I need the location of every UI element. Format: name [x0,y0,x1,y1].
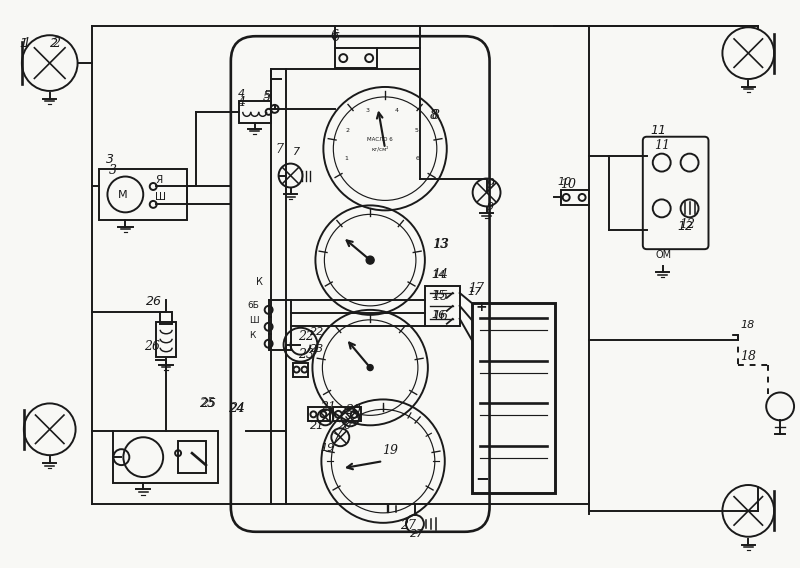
Text: 6Б: 6Б [248,301,260,310]
Text: 11: 11 [654,139,670,152]
Text: 13: 13 [433,238,449,251]
Text: 12: 12 [678,218,694,231]
Text: 17: 17 [468,287,482,297]
Circle shape [367,365,373,370]
Text: 19: 19 [320,443,334,453]
Bar [114,431,218,483]
Bar [334,407,361,421]
Text: 20: 20 [346,404,362,417]
Bar [335,48,377,68]
Text: 2: 2 [50,37,58,50]
Text: 27: 27 [400,519,416,532]
Text: ОМ: ОМ [656,250,672,260]
Bar [269,300,290,350]
Text: К: К [249,331,255,340]
Text: М: М [118,190,127,201]
Text: 19: 19 [382,444,398,457]
Text: 26: 26 [144,340,160,353]
Text: 24: 24 [229,402,245,415]
Text: 6: 6 [331,31,339,44]
Text: кг/см²: кг/см² [371,146,389,152]
Bar [425,286,460,326]
Text: 4: 4 [237,96,245,109]
Text: 3: 3 [366,108,370,113]
Bar [160,312,172,324]
Bar [156,322,176,357]
Text: 22: 22 [298,330,314,343]
Text: 20: 20 [338,421,353,431]
Text: 8: 8 [432,109,440,122]
Text: 16: 16 [432,310,446,320]
Text: Ш: Ш [155,193,166,202]
Text: 1: 1 [345,156,349,161]
Text: 12: 12 [678,220,694,233]
Text: 9: 9 [486,178,494,191]
Text: 4: 4 [394,108,398,113]
Text: 14: 14 [432,270,446,280]
Text: 7: 7 [293,147,300,157]
Text: 8: 8 [430,109,438,122]
Text: 23: 23 [310,344,325,354]
Text: 10: 10 [558,177,571,187]
Text: 15: 15 [432,290,448,303]
Text: 2: 2 [346,128,350,133]
Text: 5: 5 [414,128,418,133]
Text: 18: 18 [740,350,756,362]
Text: 7: 7 [276,143,284,156]
Text: 6: 6 [416,156,419,161]
Bar [99,169,187,220]
Text: 3: 3 [106,153,114,166]
Text: 21: 21 [320,402,336,415]
Text: +: + [476,300,487,314]
Text: 6: 6 [330,29,338,42]
Text: К: К [256,277,262,287]
Text: 27: 27 [410,529,424,539]
Text: 4: 4 [238,89,245,99]
Circle shape [366,256,374,264]
Text: 14: 14 [432,268,448,281]
Text: 10: 10 [560,178,576,191]
Text: 5: 5 [264,90,270,100]
Text: 18: 18 [740,320,754,330]
Text: 16: 16 [432,310,448,323]
Text: Я: Я [155,176,162,186]
Text: 1: 1 [22,37,30,50]
Text: 17: 17 [468,282,484,295]
Bar [178,441,206,473]
Text: 3: 3 [109,164,117,177]
Bar [293,362,309,377]
Text: 9: 9 [486,202,494,212]
Bar [472,303,555,493]
Text: 24: 24 [229,402,245,415]
Text: 1: 1 [20,37,28,50]
Text: Ш: Ш [249,316,258,325]
Text: 2: 2 [52,37,60,50]
Text: 15: 15 [432,290,446,300]
Text: 22: 22 [310,327,325,337]
Text: 25: 25 [199,398,215,411]
Text: 5: 5 [262,91,270,104]
Bar [238,101,270,123]
Text: 25: 25 [201,398,217,411]
Text: −: − [476,469,490,487]
Text: 23: 23 [298,348,314,361]
Text: 26: 26 [146,295,162,308]
Text: 13: 13 [432,238,448,251]
Bar [309,407,330,421]
Bar [562,190,589,206]
Text: 21: 21 [310,421,325,431]
Text: МАСЛО 6: МАСЛО 6 [367,137,393,141]
Text: 11: 11 [650,124,666,137]
